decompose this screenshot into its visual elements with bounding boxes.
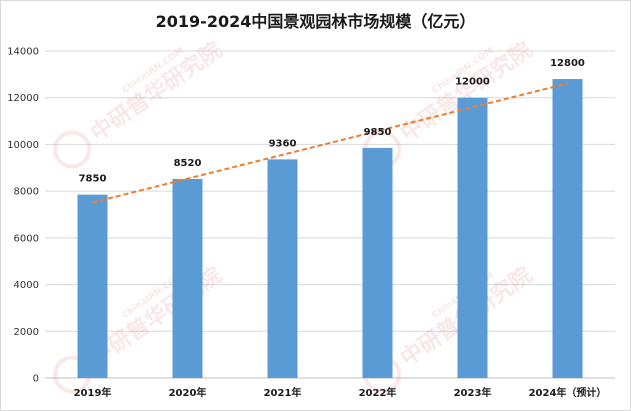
y-tick-label: 14000 xyxy=(7,47,39,58)
y-tick-label: 10000 xyxy=(7,140,39,151)
y-tick-label: 6000 xyxy=(14,233,39,244)
data-label: 12800 xyxy=(550,58,585,69)
watermark-name: 中研普华研究院 xyxy=(86,37,227,147)
data-label: 7850 xyxy=(79,174,107,185)
x-tick-label: 2022年 xyxy=(359,386,397,399)
x-tick-label: 2023年 xyxy=(454,386,492,399)
data-label: 12000 xyxy=(455,77,490,88)
y-tick-label: 8000 xyxy=(14,187,39,198)
bar xyxy=(77,194,108,378)
y-tick-label: 2000 xyxy=(14,327,39,338)
data-label: 9850 xyxy=(364,127,392,138)
data-label: 9360 xyxy=(269,138,297,149)
x-axis: 2019年 2020年 2021年 2022年 2023年 2024年（预计） xyxy=(74,386,607,399)
bar xyxy=(552,79,583,379)
bar xyxy=(172,178,203,378)
bars xyxy=(77,79,583,379)
y-tick-label: 12000 xyxy=(7,93,39,104)
y-tick-label: 0 xyxy=(33,374,39,385)
x-tick-label: 2024年（预计） xyxy=(529,386,607,399)
trendline-layer xyxy=(92,82,568,204)
trendline xyxy=(92,82,568,204)
x-tick-label: 2019年 xyxy=(74,386,112,399)
bar xyxy=(362,147,393,378)
data-label: 8520 xyxy=(174,158,202,169)
y-tick-label: 4000 xyxy=(14,280,39,291)
chart-title: 2019-2024中国景观园林市场规模（亿元） xyxy=(155,12,476,31)
bar xyxy=(267,159,298,378)
watermark-logo-icon xyxy=(53,130,92,169)
y-axis: 0 2000 4000 6000 8000 10000 12000 14000 xyxy=(7,47,39,385)
bar xyxy=(457,97,488,378)
data-labels: 7850 8520 9360 9850 12000 12800 xyxy=(79,58,585,185)
x-tick-label: 2021年 xyxy=(264,386,302,399)
x-tick-label: 2020年 xyxy=(169,386,207,399)
